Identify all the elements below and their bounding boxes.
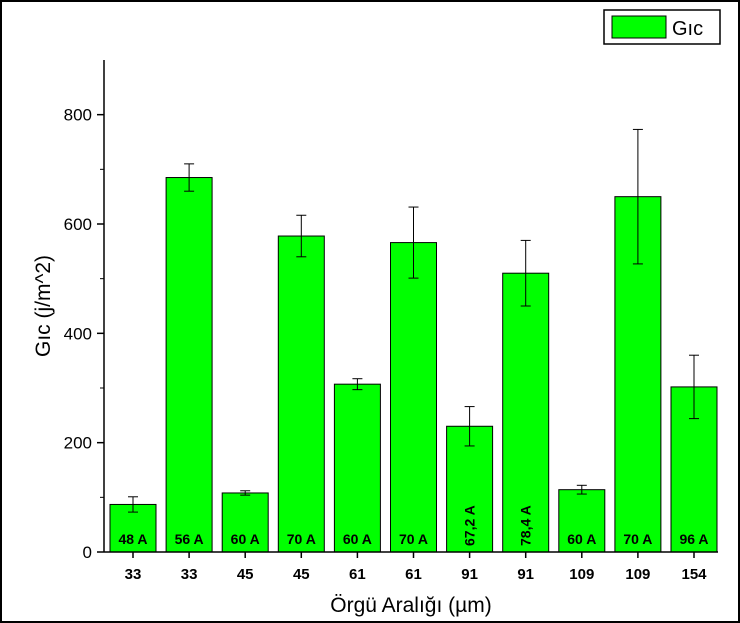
x-tick-label: 61 [349,566,366,583]
bar-value-label: 60 A [343,531,372,547]
y-tick-label: 0 [83,543,92,562]
x-category-labels: 33 33 45 45 61 61 91 91 109 109 154 [125,552,707,583]
bar-value-label: 96 A [679,531,708,547]
x-tick-label: 109 [569,566,594,583]
axes-layer [103,60,718,553]
bar-value-label: 60 A [567,531,596,547]
y-ticks: 0 200 400 600 800 [64,106,104,562]
x-tick-label: 154 [681,566,707,583]
legend-label: Gıc [672,18,703,40]
x-tick-label: 91 [517,566,534,583]
bar [558,489,606,553]
y-tick-label: 600 [64,215,92,234]
x-tick-label: 109 [625,566,650,583]
bar-value-label: 60 A [231,531,260,547]
y-tick-label: 400 [64,324,92,343]
x-tick-label: 33 [181,566,198,583]
y-tick-label: 200 [64,434,92,453]
bar-value-label: 56 A [175,531,204,547]
x-tick-label: 61 [405,566,422,583]
bar [446,425,494,553]
bar-value-label: 78,4 A [518,505,534,546]
bar-value-label: 48 A [118,531,147,547]
y-tick-label: 800 [64,106,92,125]
bar [165,177,213,553]
x-axis-title: Örgü Aralığı (µm) [330,594,491,617]
x-tick-label: 45 [293,566,310,583]
x-tick-label: 33 [125,566,142,583]
bar-value-label: 70 A [399,531,428,547]
bar-value-label: 70 A [623,531,652,547]
bar [277,235,325,553]
bar [390,242,437,553]
x-tick-label: 91 [461,566,478,583]
y-axis-title: Gıc (j/m^2) [32,255,55,357]
x-tick-label: 45 [237,566,254,583]
legend: Gıc [603,9,721,45]
bar-value-label: 67,2 A [462,505,478,546]
error-bars-layer [128,128,699,513]
bar [221,492,269,553]
bar [333,383,381,553]
legend-swatch [611,15,667,39]
bar-value-label: 70 A [287,531,316,547]
bar-labels: 48 A 56 A 60 A 70 A 60 A 70 A 67,2 A 78,4 A 60 A… [118,505,708,547]
